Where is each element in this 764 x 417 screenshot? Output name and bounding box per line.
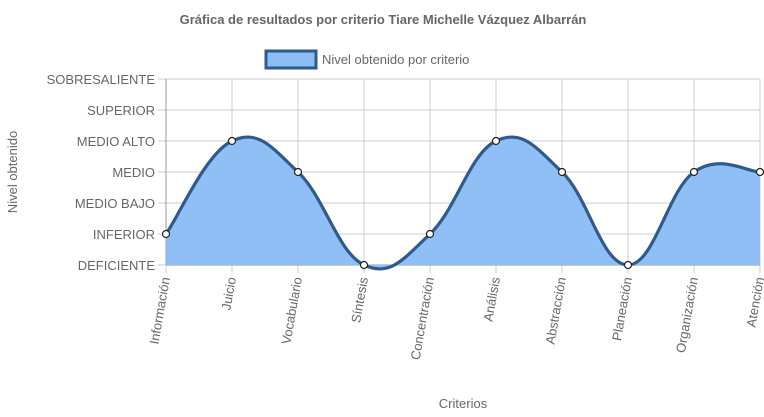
x-tick-label: Juicio <box>218 276 239 311</box>
data-point[interactable] <box>293 167 303 177</box>
x-tick-label: Síntesis <box>348 275 371 324</box>
x-tick-label: Abstracción <box>542 276 569 345</box>
data-points <box>161 136 764 270</box>
chart-title: Gráfica de resultados por criterio Tiare… <box>180 12 587 27</box>
data-point[interactable] <box>359 260 369 270</box>
y-tick-label: MEDIO BAJO <box>75 196 155 211</box>
data-point[interactable] <box>689 167 699 177</box>
legend-label: Nivel obtenido por criterio <box>322 52 469 67</box>
legend-swatch <box>264 49 318 70</box>
y-tick-label: INFERIOR <box>93 227 155 242</box>
data-point[interactable] <box>161 229 171 239</box>
y-axis-ticks: DEFICIENTE INFERIOR MEDIO BAJO MEDIO MEDIO A… <box>47 72 156 273</box>
x-tick-label: Concentración <box>408 276 437 361</box>
x-tick-label: Organización <box>673 276 701 354</box>
x-tick-label: Atención <box>743 276 764 328</box>
data-point[interactable] <box>623 260 633 270</box>
data-point[interactable] <box>227 136 237 146</box>
y-tick-label: DEFICIENTE <box>78 258 156 273</box>
y-tick-label: SOBRESALIENTE <box>47 72 156 87</box>
series-line <box>164 135 761 271</box>
data-point[interactable] <box>491 136 501 146</box>
x-axis-title: Criterios <box>439 396 488 411</box>
y-axis-title: Nivel obtenido <box>5 131 20 213</box>
y-tick-label: SUPERIOR <box>87 103 155 118</box>
series-area <box>166 137 760 269</box>
plot-area <box>164 135 761 271</box>
x-axis-ticks: Información Juicio Vocabulario Síntesis Conc… <box>146 275 764 361</box>
x-tick-label: Información <box>146 276 173 345</box>
x-tick-label: Análisis <box>480 275 503 322</box>
y-tick-label: MEDIO ALTO <box>77 134 155 149</box>
data-point[interactable] <box>425 229 435 239</box>
x-tick-label: Planeación <box>609 276 635 342</box>
y-tick-label: MEDIO <box>112 165 155 180</box>
data-point[interactable] <box>557 167 567 177</box>
x-tick-label: Vocabulario <box>278 276 305 346</box>
legend[interactable]: Nivel obtenido por criterio <box>264 49 469 70</box>
data-point[interactable] <box>755 167 764 177</box>
